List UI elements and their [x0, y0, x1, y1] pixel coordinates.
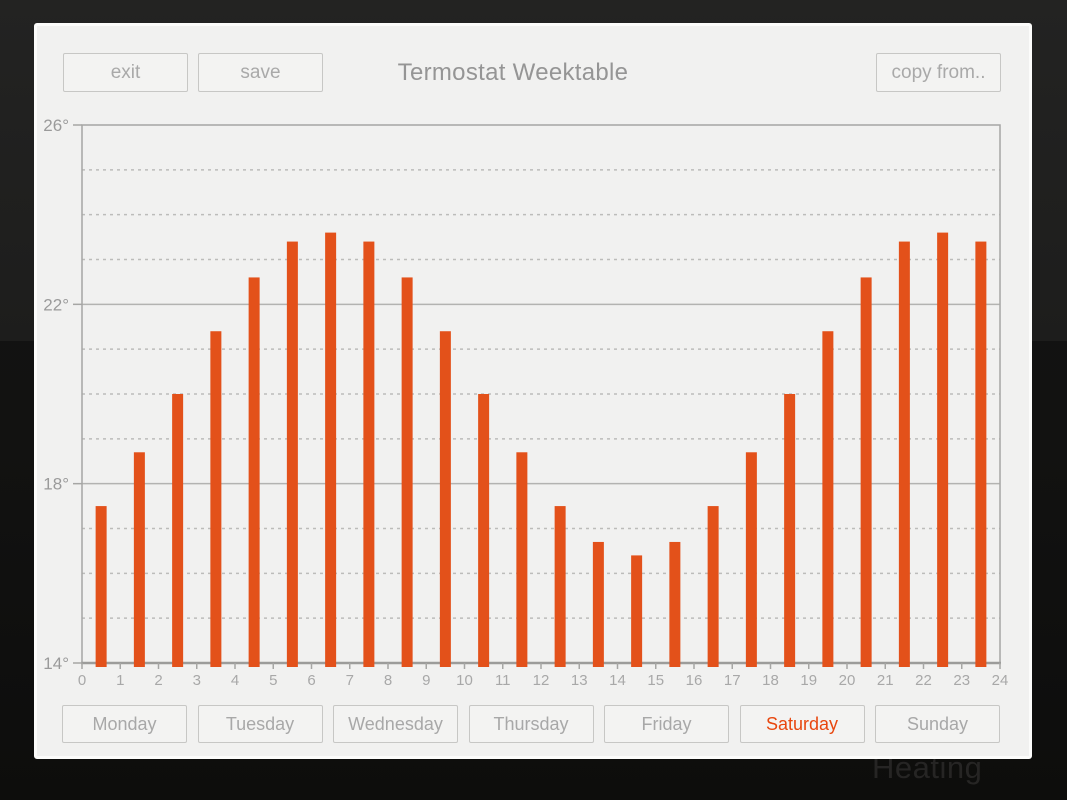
- hour-bar-13[interactable]: [592, 541, 604, 667]
- hour-bar-8[interactable]: [401, 277, 413, 667]
- x-axis-label: 22: [915, 672, 932, 689]
- x-axis-label: 9: [422, 672, 430, 689]
- x-axis-label: 7: [346, 672, 354, 689]
- x-axis-label: 18: [762, 672, 779, 689]
- hour-bar-12[interactable]: [554, 506, 566, 667]
- page-title: Termostat Weektable: [397, 59, 629, 86]
- day-button-saturday[interactable]: Saturday: [739, 705, 865, 743]
- y-axis-label: 14°: [43, 654, 69, 673]
- hour-bar-2[interactable]: [172, 394, 184, 667]
- hour-bar-19[interactable]: [822, 331, 834, 667]
- hour-bar-11[interactable]: [516, 452, 528, 667]
- hour-bar-15[interactable]: [669, 541, 681, 667]
- hour-bar-14[interactable]: [631, 555, 643, 667]
- hour-bar-16[interactable]: [707, 506, 719, 667]
- x-axis-label: 3: [193, 672, 201, 689]
- x-axis-label: 23: [953, 672, 970, 689]
- hour-bar-17[interactable]: [745, 452, 757, 667]
- x-axis-label: 24: [992, 672, 1009, 689]
- hour-bar-3[interactable]: [210, 331, 222, 667]
- x-axis-label: 4: [231, 672, 239, 689]
- hour-bar-10[interactable]: [478, 394, 490, 667]
- hour-bar-18[interactable]: [784, 394, 796, 667]
- y-axis-label: 18°: [43, 475, 69, 494]
- day-button-wednesday[interactable]: Wednesday: [333, 705, 458, 743]
- x-axis-label: 0: [78, 672, 86, 689]
- x-axis-label: 12: [533, 672, 550, 689]
- day-button-tuesday[interactable]: Tuesday: [197, 705, 323, 743]
- x-axis-label: 2: [154, 672, 162, 689]
- day-button-friday[interactable]: Friday: [604, 705, 729, 743]
- x-axis-label: 10: [456, 672, 473, 689]
- x-axis-label: 21: [877, 672, 894, 689]
- x-axis-label: 14: [609, 672, 626, 689]
- weektable-panel: 14° 18° 22° 26° 0 1 2 3 4 5 6 7 8 9 10 11 12 13 14 15 16 17 18…: [34, 23, 1032, 759]
- y-axis-label: 26°: [43, 116, 69, 135]
- exit-button[interactable]: exit: [63, 53, 188, 92]
- day-button-monday[interactable]: Monday: [62, 705, 187, 743]
- x-axis-label: 6: [307, 672, 315, 689]
- copy-from-button[interactable]: copy from..: [876, 53, 1001, 92]
- x-axis-label: 16: [686, 672, 703, 689]
- hour-bar-21[interactable]: [898, 241, 910, 668]
- hour-bar-22[interactable]: [937, 232, 949, 667]
- x-axis-label: 8: [384, 672, 392, 689]
- hour-bar-23[interactable]: [975, 241, 987, 668]
- x-axis-label: 5: [269, 672, 277, 689]
- x-axis-label: 19: [800, 672, 817, 689]
- hour-bar-1[interactable]: [133, 452, 145, 667]
- x-axis-label: 13: [571, 672, 588, 689]
- x-axis-label: 20: [839, 672, 856, 689]
- hour-bar-4[interactable]: [248, 277, 260, 667]
- hour-bar-9[interactable]: [439, 331, 451, 667]
- save-button[interactable]: save: [198, 53, 323, 92]
- x-axis-label: 15: [647, 672, 664, 689]
- hour-bar-0[interactable]: [95, 506, 107, 667]
- weektable-chart[interactable]: 14°18°22°26°0 1 2 3 4 5 6 7 8 9 10 11 12 13 14 15 16 17 18…: [37, 26, 1029, 756]
- hour-bar-5[interactable]: [286, 241, 298, 668]
- x-axis-label: 17: [724, 672, 741, 689]
- y-axis-label: 22°: [43, 295, 69, 314]
- hour-bar-6[interactable]: [325, 232, 337, 667]
- day-button-sunday[interactable]: Sunday: [875, 705, 1000, 743]
- hour-bar-7[interactable]: [363, 241, 375, 668]
- x-axis-label: 1: [116, 672, 124, 689]
- hour-bar-20[interactable]: [860, 277, 872, 667]
- day-selector-row: Monday Tuesday Wednesday Thursday Friday…: [62, 705, 1000, 743]
- x-axis-label: 11: [495, 672, 511, 689]
- day-button-thursday[interactable]: Thursday: [468, 705, 594, 743]
